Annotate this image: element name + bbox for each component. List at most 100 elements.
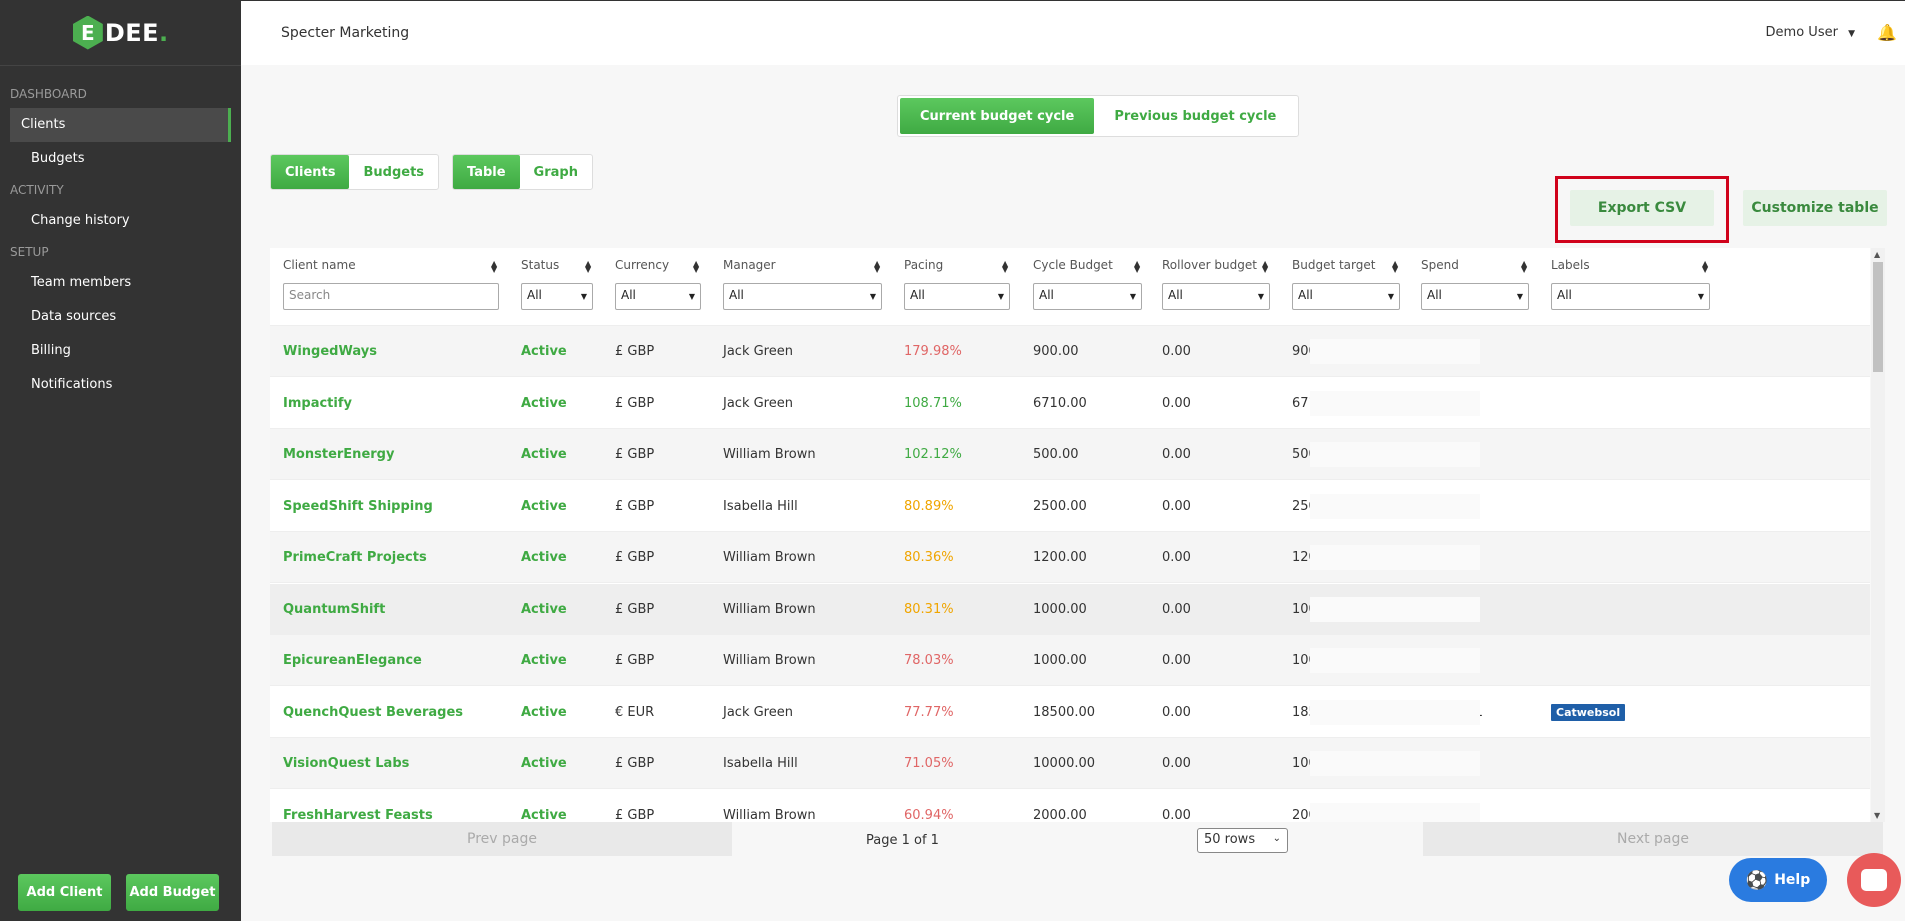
- table-row[interactable]: WingedWays Active £ GBP Jack Green 179.98% 90…: [270, 326, 1870, 377]
- column-header-budget-target[interactable]: Budget target: [1292, 258, 1376, 272]
- filter-value: All: [1039, 288, 1054, 302]
- filter-pacing[interactable]: All ▼: [904, 283, 1010, 310]
- sort-icon[interactable]: ▲ ▼: [1702, 259, 1709, 274]
- client-search-input[interactable]: Search: [283, 283, 499, 310]
- client-name-link[interactable]: EpicureanElegance: [283, 653, 422, 668]
- sidebar-item-team-members[interactable]: Team members: [31, 275, 132, 290]
- view-toggle: Table Graph: [452, 154, 593, 190]
- export-csv-button[interactable]: Export CSV: [1570, 190, 1714, 226]
- sidebar: E DEE. DASHBOARD Clients Budgets ACTIVIT…: [0, 0, 241, 921]
- scroll-up-icon[interactable]: ▲: [1874, 250, 1881, 259]
- add-budget-button[interactable]: Add Budget: [126, 874, 219, 911]
- column-header-rollover-budget[interactable]: Rollover budget: [1162, 258, 1257, 272]
- client-name-link[interactable]: WingedWays: [283, 344, 377, 359]
- client-name-link[interactable]: SpeedShift Shipping: [283, 498, 433, 514]
- client-name-link[interactable]: MonsterEnergy: [283, 447, 395, 462]
- sort-icon[interactable]: ▲ ▼: [585, 259, 592, 274]
- cycle-budget-cell: 1200.00: [1033, 550, 1087, 565]
- tab-table[interactable]: Table: [453, 155, 520, 189]
- sort-icon[interactable]: ▲ ▼: [1134, 259, 1141, 274]
- column-header-labels[interactable]: Labels: [1551, 258, 1590, 272]
- client-name-link[interactable]: VisionQuest Labs: [283, 756, 410, 771]
- chevron-down-icon: ⌄: [1272, 833, 1281, 844]
- sort-icon[interactable]: ▲ ▼: [693, 259, 700, 274]
- export-highlight-box: [1555, 176, 1729, 243]
- sort-icon[interactable]: ▲ ▼: [491, 259, 498, 274]
- pacing-cell: 60.94%: [904, 807, 954, 823]
- bell-icon[interactable]: 🔔: [1877, 23, 1897, 42]
- client-name-link[interactable]: PrimeCraft Projects: [283, 550, 427, 565]
- sidebar-item-change-history[interactable]: Change history: [31, 213, 130, 228]
- column-header-client-name[interactable]: Client name: [283, 258, 356, 272]
- sort-icon[interactable]: ▲ ▼: [1262, 259, 1269, 274]
- scrollbar-thumb[interactable]: [1873, 262, 1883, 372]
- table-row[interactable]: Impactify Active £ GBP Jack Green 108.71% 671…: [270, 378, 1870, 429]
- filter-status[interactable]: All ▼: [521, 283, 593, 310]
- column-header-spend[interactable]: Spend: [1421, 258, 1459, 272]
- sort-icon[interactable]: ▲ ▼: [874, 259, 881, 274]
- pacing-cell: 80.89%: [904, 498, 954, 514]
- customize-table-button[interactable]: Customize table: [1743, 190, 1887, 226]
- filter-currency[interactable]: All ▼: [615, 283, 701, 310]
- sort-icon[interactable]: ▲ ▼: [1521, 259, 1528, 274]
- tab-budgets[interactable]: Budgets: [363, 164, 425, 180]
- status-cell: Active: [521, 807, 567, 823]
- add-client-button[interactable]: Add Client: [18, 874, 111, 911]
- table-row[interactable]: QuenchQuest Beverages Active € EUR Jack Gre…: [270, 687, 1870, 738]
- column-header-cycle-budget[interactable]: Cycle Budget: [1033, 258, 1113, 272]
- client-name-link[interactable]: QuenchQuest Beverages: [283, 704, 464, 720]
- rollover-cell: 0.00: [1162, 601, 1191, 617]
- tab-graph[interactable]: Graph: [533, 164, 578, 180]
- table-row[interactable]: QuantumShift Active £ GBP William Brown 80.3…: [270, 583, 1870, 635]
- next-page-button[interactable]: Next page: [1423, 822, 1883, 856]
- filter-value: All: [1168, 288, 1183, 302]
- filter-budget-target[interactable]: All ▼: [1292, 283, 1400, 310]
- column-header-status[interactable]: Status: [521, 258, 560, 272]
- client-name-link[interactable]: Impactify: [283, 395, 352, 411]
- help-button[interactable]: ⚽ Help: [1729, 858, 1827, 902]
- rows-per-page-select[interactable]: 50 rows ⌄: [1197, 828, 1288, 853]
- logo[interactable]: E DEE.: [0, 0, 241, 66]
- chat-button[interactable]: [1847, 853, 1901, 907]
- filter-manager[interactable]: All ▼: [723, 283, 882, 310]
- table-row[interactable]: FreshHarvest Feasts Active £ GBP William Br…: [270, 790, 1870, 823]
- currency-cell: £ GBP: [615, 344, 655, 359]
- table-row[interactable]: PrimeCraft Projects Active £ GBP William Br…: [270, 532, 1870, 583]
- previous-cycle-button[interactable]: Previous budget cycle: [1114, 108, 1277, 124]
- column-header-manager[interactable]: Manager: [723, 258, 776, 272]
- scroll-down-icon[interactable]: ▼: [1874, 811, 1881, 820]
- client-name-link[interactable]: QuantumShift: [283, 601, 386, 617]
- sidebar-item-data-sources[interactable]: Data sources: [31, 309, 117, 324]
- topbar: Specter Marketing Demo User ▼ 🔔: [241, 0, 1905, 65]
- column-header-currency[interactable]: Currency: [615, 258, 670, 272]
- tab-clients[interactable]: Clients: [271, 155, 350, 189]
- table-row[interactable]: EpicureanElegance Active £ GBP William Brow…: [270, 635, 1870, 686]
- page-info: Page 1 of 1: [866, 833, 939, 848]
- sort-icon[interactable]: ▲ ▼: [1392, 259, 1399, 274]
- manager-cell: William Brown: [723, 601, 816, 617]
- column-header-pacing[interactable]: Pacing: [904, 258, 944, 272]
- sort-icon[interactable]: ▲ ▼: [1002, 259, 1009, 274]
- sidebar-item-clients[interactable]: Clients: [10, 108, 231, 142]
- status-cell: Active: [521, 601, 567, 617]
- filter-labels[interactable]: All ▼: [1551, 283, 1710, 310]
- filter-rollover-budget[interactable]: All ▼: [1162, 283, 1270, 310]
- sidebar-item-notifications[interactable]: Notifications: [31, 377, 113, 392]
- status-cell: Active: [521, 756, 567, 771]
- table-row[interactable]: MonsterEnergy Active £ GBP William Brown 102…: [270, 429, 1870, 480]
- filter-cycle-budget[interactable]: All ▼: [1033, 283, 1142, 310]
- filter-spend[interactable]: All ▼: [1421, 283, 1529, 310]
- sidebar-item-budgets[interactable]: Budgets: [31, 151, 85, 166]
- client-name-link[interactable]: FreshHarvest Feasts: [283, 807, 433, 823]
- user-menu[interactable]: Demo User ▼: [1766, 25, 1855, 40]
- cycle-budget-cell: 6710.00: [1033, 395, 1087, 411]
- chevron-down-icon: ▼: [1848, 29, 1855, 39]
- pacing-cell: 102.12%: [904, 447, 962, 462]
- pacing-cell: 77.77%: [904, 704, 954, 720]
- sidebar-item-billing[interactable]: Billing: [31, 343, 71, 358]
- table-scrollbar[interactable]: ▲ ▼: [1871, 248, 1885, 822]
- table-row[interactable]: VisionQuest Labs Active £ GBP Isabella Hill…: [270, 738, 1870, 789]
- prev-page-button[interactable]: Prev page: [272, 822, 732, 856]
- table-row[interactable]: SpeedShift Shipping Active £ GBP Isabella H…: [270, 481, 1870, 532]
- current-cycle-button[interactable]: Current budget cycle: [900, 98, 1095, 134]
